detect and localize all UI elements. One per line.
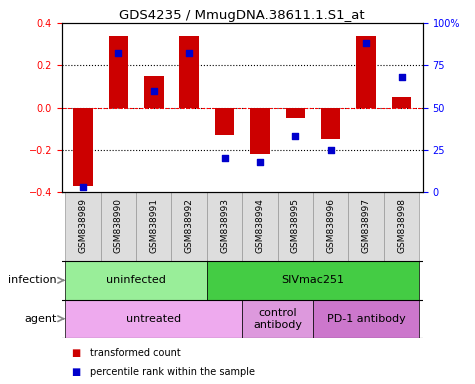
Point: [327, 147, 334, 153]
Bar: [384, 192, 419, 261]
Text: GSM838992: GSM838992: [185, 198, 194, 253]
Point: [150, 88, 158, 94]
Point: [79, 184, 87, 190]
Bar: [392, 97, 411, 108]
Text: ■: ■: [71, 367, 80, 377]
Bar: [250, 108, 270, 154]
Text: GSM838991: GSM838991: [149, 198, 158, 253]
Text: SIVmac251: SIVmac251: [282, 275, 344, 285]
Bar: [65, 261, 207, 300]
Bar: [65, 300, 242, 338]
Bar: [313, 192, 349, 261]
Bar: [136, 192, 171, 261]
Bar: [109, 36, 128, 108]
Text: control
antibody: control antibody: [253, 308, 302, 329]
Bar: [349, 192, 384, 261]
Bar: [180, 36, 199, 108]
Text: uninfected: uninfected: [106, 275, 166, 285]
Point: [362, 40, 370, 46]
Text: percentile rank within the sample: percentile rank within the sample: [90, 367, 255, 377]
Bar: [207, 261, 419, 300]
Bar: [215, 108, 234, 135]
Text: GSM838990: GSM838990: [114, 198, 123, 253]
Text: untreated: untreated: [126, 314, 181, 324]
Text: GSM838997: GSM838997: [361, 198, 371, 253]
Bar: [144, 76, 163, 108]
Point: [185, 50, 193, 56]
Bar: [278, 192, 313, 261]
Text: infection: infection: [9, 275, 57, 285]
Bar: [73, 108, 93, 186]
Bar: [285, 108, 305, 118]
Text: GSM838989: GSM838989: [78, 198, 87, 253]
Bar: [313, 300, 419, 338]
Text: GSM838995: GSM838995: [291, 198, 300, 253]
Bar: [321, 108, 341, 139]
Text: ■: ■: [71, 348, 80, 358]
Text: GSM838998: GSM838998: [397, 198, 406, 253]
Point: [256, 159, 264, 165]
Bar: [65, 192, 101, 261]
Text: GSM838993: GSM838993: [220, 198, 229, 253]
Point: [398, 74, 405, 80]
Text: GSM838994: GSM838994: [256, 198, 265, 253]
Text: GSM838996: GSM838996: [326, 198, 335, 253]
Bar: [356, 36, 376, 108]
Point: [114, 50, 122, 56]
Bar: [171, 192, 207, 261]
Text: agent: agent: [25, 314, 57, 324]
Title: GDS4235 / MmugDNA.38611.1.S1_at: GDS4235 / MmugDNA.38611.1.S1_at: [119, 9, 365, 22]
Bar: [101, 192, 136, 261]
Bar: [242, 300, 313, 338]
Bar: [207, 192, 242, 261]
Point: [292, 133, 299, 139]
Text: PD-1 antibody: PD-1 antibody: [327, 314, 406, 324]
Text: transformed count: transformed count: [90, 348, 181, 358]
Point: [221, 155, 228, 161]
Bar: [242, 192, 278, 261]
